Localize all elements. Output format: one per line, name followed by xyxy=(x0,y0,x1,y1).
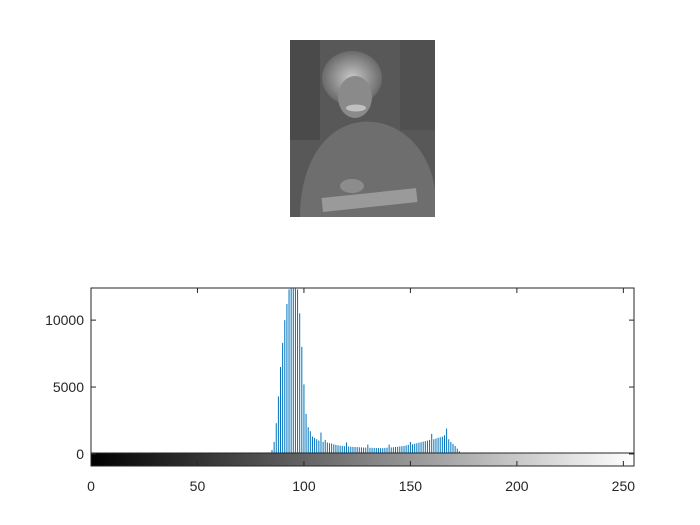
y-tick-label: 5000 xyxy=(53,379,84,395)
y-tick-labels: 0 5000 10000 xyxy=(45,312,84,462)
axis-ticks xyxy=(90,288,634,466)
photo-hand xyxy=(340,179,364,193)
photo-shelf-left xyxy=(290,40,320,140)
x-tick-label: 50 xyxy=(190,478,206,494)
x-tick-label: 250 xyxy=(612,478,636,494)
x-tick-label: 200 xyxy=(505,478,529,494)
photo-face xyxy=(338,76,372,118)
x-tick-label: 0 xyxy=(87,478,95,494)
portrait-image xyxy=(290,40,435,217)
x-tick-label: 100 xyxy=(292,478,316,494)
plot-area xyxy=(90,287,635,467)
photo-shelf-right xyxy=(400,40,435,130)
histogram-axes: 0 50 100 150 200 250 0 5000 10000 xyxy=(45,287,635,494)
x-tick-labels: 0 50 100 150 200 250 xyxy=(87,478,635,494)
grayscale-colorbar xyxy=(90,452,635,467)
y-tick-label: 0 xyxy=(76,446,84,462)
x-tick-label: 150 xyxy=(399,478,423,494)
y-tick-label: 10000 xyxy=(45,312,84,328)
histogram-bars xyxy=(271,288,463,454)
photo-paper xyxy=(321,188,418,212)
photo-mustache xyxy=(346,104,366,112)
